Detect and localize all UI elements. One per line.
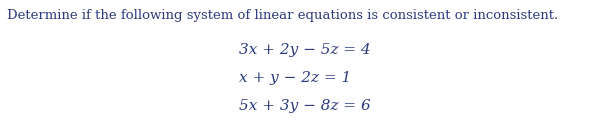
Text: 5x + 3y − 8z = 6: 5x + 3y − 8z = 6: [239, 99, 371, 113]
Text: Determine if the following system of linear equations is consistent or inconsist: Determine if the following system of lin…: [7, 9, 559, 22]
Text: x + y − 2z = 1: x + y − 2z = 1: [239, 71, 351, 85]
Text: 3x + 2y − 5z = 4: 3x + 2y − 5z = 4: [239, 43, 371, 57]
